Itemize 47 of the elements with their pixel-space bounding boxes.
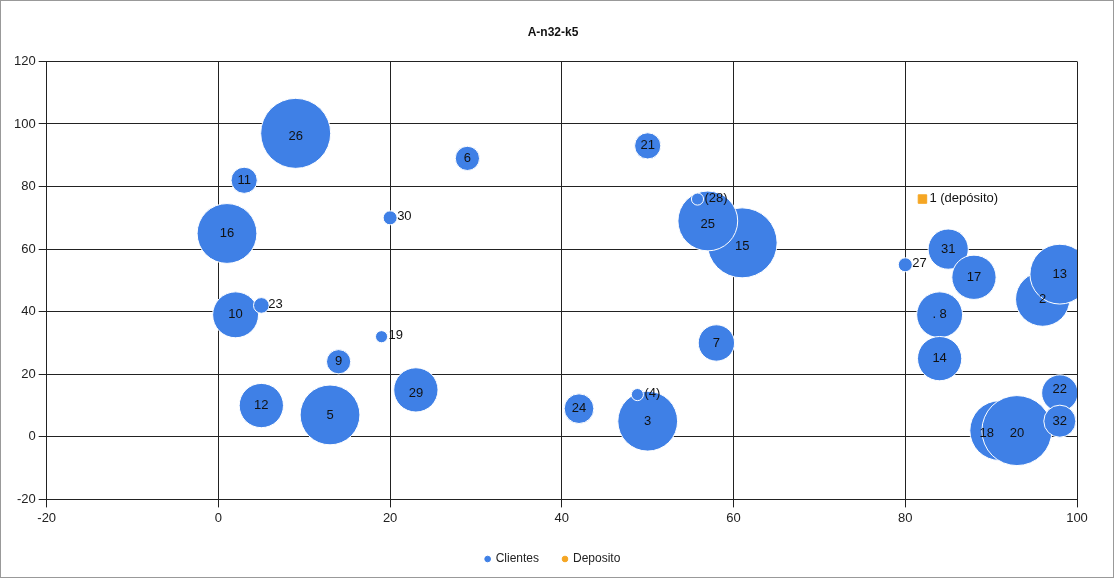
annotation: 23 xyxy=(268,296,283,312)
x-tick-label: 80 xyxy=(898,509,913,525)
annotation: 29 xyxy=(408,384,424,400)
annotation: 21 xyxy=(640,137,655,153)
x-tick-label: 0 xyxy=(214,509,223,525)
annotation: 13 xyxy=(1052,265,1068,281)
annotation: 14 xyxy=(932,350,947,366)
annotation: . 8 xyxy=(932,306,947,322)
legend-label: Deposito xyxy=(573,551,621,566)
y-tick-label: 20 xyxy=(21,365,36,381)
annotation: 22 xyxy=(1052,381,1068,397)
y-tick-label: 120 xyxy=(13,52,36,68)
annotation: 30 xyxy=(397,208,412,224)
annotation: 24 xyxy=(571,400,587,416)
x-tick-label: 100 xyxy=(1066,509,1088,525)
annotation: 31 xyxy=(940,240,956,256)
annotation: 10 xyxy=(228,306,243,322)
annotation: 18 xyxy=(979,425,995,441)
annotation: 9 xyxy=(334,353,343,369)
annotation: 15 xyxy=(734,237,750,253)
y-tick-label: 80 xyxy=(21,178,36,194)
annotation: 5 xyxy=(326,406,334,422)
annotation: 26 xyxy=(288,128,303,144)
annotation: 16 xyxy=(219,225,235,241)
x-tick-label: 60 xyxy=(726,509,741,525)
annotation: 12 xyxy=(254,397,269,413)
annotation: 6 xyxy=(463,149,472,165)
annotation: 25 xyxy=(700,215,716,231)
y-tick-label: 60 xyxy=(21,240,36,256)
annotation: 3 xyxy=(644,412,652,428)
x-tick-label: -20 xyxy=(37,509,57,525)
annotation: 20 xyxy=(1009,425,1025,441)
annotation: 11 xyxy=(237,171,251,187)
annotation: (28) xyxy=(704,189,728,205)
annotation: 27 xyxy=(912,255,927,271)
x-tick-label: 20 xyxy=(382,509,398,525)
y-tick-label: -20 xyxy=(16,490,36,506)
annotation: 7 xyxy=(712,334,721,350)
annotation: 1 (depósito) xyxy=(929,189,999,205)
x-tick-label: 40 xyxy=(554,509,570,525)
y-tick-label: 100 xyxy=(13,115,36,131)
y-tick-label: 0 xyxy=(28,428,36,444)
chart-title: A-n32-k5 xyxy=(527,24,579,39)
annotation: 17 xyxy=(966,268,982,284)
legend-label: Clientes xyxy=(495,551,539,566)
y-tick-label: 40 xyxy=(21,303,36,319)
annotation: 32 xyxy=(1052,412,1068,428)
